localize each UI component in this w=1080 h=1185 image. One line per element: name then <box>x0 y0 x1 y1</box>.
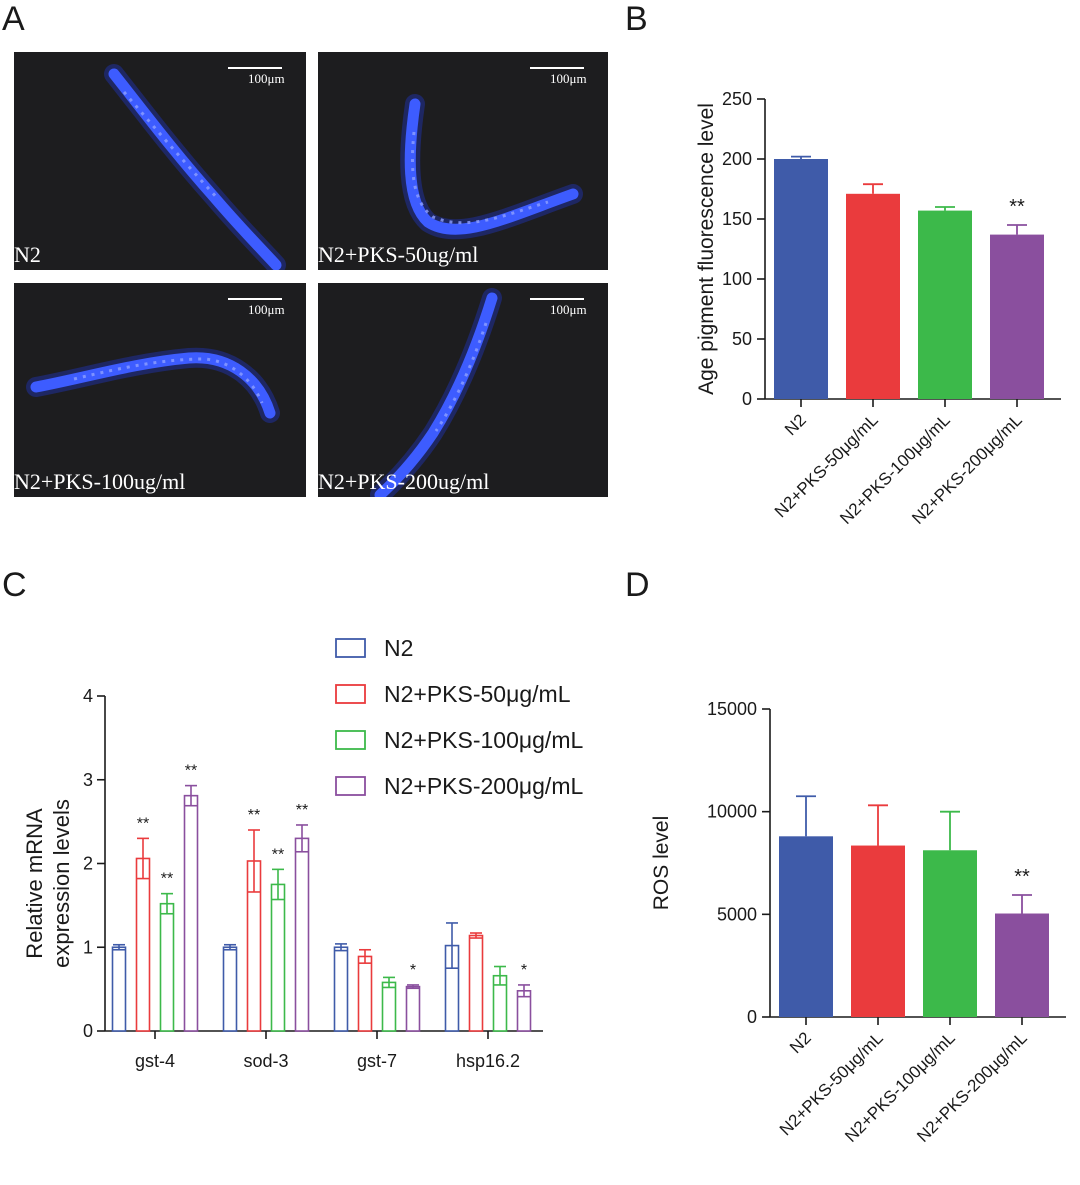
condition-label: N2 <box>14 242 41 267</box>
panel-letter-b: B <box>625 0 648 38</box>
y-tick-label: 0 <box>747 1007 757 1027</box>
micrograph-n2: 100μm N2 <box>14 52 306 270</box>
legend-swatch <box>335 730 366 750</box>
bar <box>333 946 349 1032</box>
legend-label: N2+PKS-100μg/mL <box>384 727 583 753</box>
bar <box>468 934 484 1032</box>
bar <box>990 234 1044 399</box>
micrograph-pks-100: 100μm N2+PKS-100ug/ml <box>14 283 306 497</box>
bar <box>270 883 286 1032</box>
y-tick-label: 150 <box>722 209 752 229</box>
x-tick-label: sod-3 <box>243 1051 288 1071</box>
bar <box>846 193 900 399</box>
bar <box>405 985 421 1032</box>
bar <box>183 794 199 1032</box>
x-tick-label: gst-4 <box>135 1051 175 1071</box>
significance-label: ** <box>272 846 284 863</box>
x-tick-label: N2 <box>781 410 810 439</box>
worm-image <box>400 94 583 240</box>
condition-label: N2+PKS-50ug/ml <box>318 242 479 267</box>
scale-bar <box>228 298 282 300</box>
x-tick-label: gst-7 <box>357 1051 397 1071</box>
scale-bar-label: 100μm <box>550 71 587 86</box>
bar <box>923 850 977 1017</box>
worm-image <box>370 288 502 497</box>
y-tick-label: 10000 <box>707 802 757 822</box>
y-tick-label: 100 <box>722 269 752 289</box>
condition-label: N2+PKS-100ug/ml <box>14 469 186 494</box>
legend-swatch <box>335 776 366 796</box>
bar <box>851 845 905 1017</box>
significance-label: ** <box>1009 196 1025 218</box>
y-tick-label: 1 <box>83 937 93 957</box>
significance-label: ** <box>137 815 149 832</box>
y-tick-label: 15000 <box>707 699 757 719</box>
bar <box>294 837 310 1032</box>
micrograph-pks-50: 100μm N2+PKS-50ug/ml <box>318 52 608 270</box>
y-tick-label: 200 <box>722 149 752 169</box>
y-tick-label: 0 <box>83 1021 93 1041</box>
legend-swatch <box>335 684 366 704</box>
significance-label: ** <box>296 802 308 819</box>
y-tick-label: 4 <box>83 686 93 706</box>
bar <box>995 913 1049 1017</box>
x-tick-label: N2 <box>786 1028 815 1057</box>
legend-swatch <box>335 638 366 658</box>
worm-image <box>26 347 280 423</box>
significance-label: ** <box>1014 866 1030 888</box>
y-tick-label: 50 <box>732 329 752 349</box>
y-axis-label: Age pigment fluorescence level <box>695 103 718 395</box>
bar <box>918 210 972 399</box>
condition-label: N2+PKS-200ug/ml <box>318 469 490 494</box>
significance-label: ** <box>248 807 260 824</box>
scale-bar <box>228 67 282 69</box>
legend-label: N2 <box>384 635 413 661</box>
y-tick-label: 2 <box>83 854 93 874</box>
y-axis-label: ROS level <box>650 816 673 911</box>
y-tick-label: 0 <box>742 389 752 409</box>
legend-label: N2+PKS-50μg/mL <box>384 681 571 707</box>
bar <box>381 981 397 1032</box>
y-axis-label: expression levels <box>49 799 74 968</box>
bar <box>357 955 373 1032</box>
chart-mrna-expression: 0 1 2 3 4 Relative mRNA expression levels gst-4… <box>22 635 583 1071</box>
significance-label: * <box>521 962 527 979</box>
worm-image <box>104 64 286 270</box>
bar <box>111 946 127 1032</box>
legend-label: N2+PKS-200μg/mL <box>384 773 583 799</box>
panel-letter-a: A <box>2 0 25 38</box>
x-tick-label: hsp16.2 <box>456 1051 520 1071</box>
panel-letter-c: C <box>2 566 27 604</box>
significance-label: ** <box>185 763 197 780</box>
y-tick-label: 3 <box>83 770 93 790</box>
scale-bar-label: 100μm <box>248 71 285 86</box>
scale-bar-label: 100μm <box>248 302 285 317</box>
bar <box>779 836 833 1017</box>
scale-bar <box>530 298 584 300</box>
panel-letter-d: D <box>625 566 650 604</box>
y-tick-label: 250 <box>722 89 752 109</box>
significance-label: * <box>410 962 416 979</box>
bar <box>774 159 828 399</box>
y-tick-label: 5000 <box>717 904 757 924</box>
scale-bar <box>530 67 584 69</box>
bar <box>135 857 151 1032</box>
significance-label: ** <box>161 871 173 888</box>
micrograph-pks-200: 100μm N2+PKS-200ug/ml <box>318 283 608 497</box>
scale-bar-label: 100μm <box>550 302 587 317</box>
y-axis-label: Relative mRNA <box>22 808 47 959</box>
bar <box>159 902 175 1032</box>
bar <box>222 946 238 1032</box>
